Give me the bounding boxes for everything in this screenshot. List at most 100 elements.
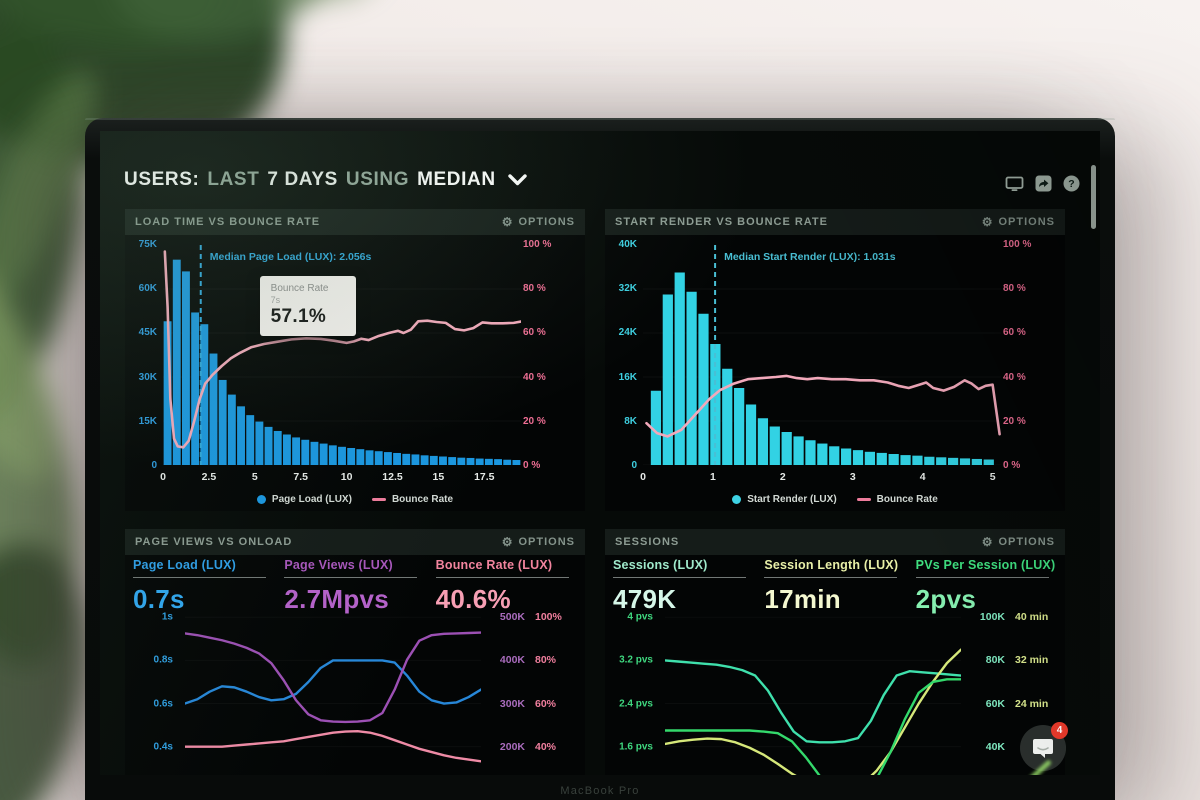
panel-header: SESSIONS ⚙ OPTIONS	[605, 529, 1065, 555]
legend-label: Bounce Rate	[876, 494, 938, 505]
metric-label: Sessions (LUX)	[613, 558, 708, 572]
help-icon[interactable]: ?	[1063, 175, 1080, 197]
y-axis-right: 500K 100% 400K 80% 300K 60% 200K 40%	[485, 611, 585, 775]
options-button[interactable]: ⚙ OPTIONS	[982, 216, 1055, 228]
options-label: OPTIONS	[518, 216, 575, 228]
mini-chart: 4 pvs 3.2 pvs 2.4 pvs 1.6 pvs 100K 40 min 80K…	[605, 611, 1065, 775]
axis-tick-label: 5	[251, 471, 258, 483]
axis-tick-label: 32 min	[1015, 654, 1049, 667]
axis-tick-label: 20 %	[1003, 415, 1026, 427]
gear-icon: ⚙	[501, 215, 514, 229]
axis-tick-label: 2.5	[201, 471, 217, 483]
line-chart-svg	[185, 613, 481, 775]
axis-tick-label: 7.5	[293, 471, 308, 483]
metric-label: Session Length (LUX)	[764, 558, 899, 572]
metric-value: 479K	[613, 584, 677, 614]
gear-icon: ⚙	[981, 535, 994, 549]
metric-value: 2.7Mpvs	[284, 584, 390, 614]
legend: Start Render (LUX) Bounce Rate	[605, 494, 1065, 505]
median-annotation: Median Start Render (LUX): 1.031s	[724, 251, 896, 263]
panel-sessions: SESSIONS ⚙ OPTIONS Sessions (LUX) 479K Ses…	[605, 529, 1065, 775]
histogram-svg	[163, 245, 521, 465]
histogram-plot: Median Page Load (LUX): 2.056s Bounce Ra…	[163, 245, 521, 465]
axis-tick-label: 0.6s	[153, 698, 173, 710]
legend-item: Bounce Rate	[856, 494, 938, 505]
y-axis-right: 100 % 80 % 60 % 40 % 20 % 0 %	[523, 239, 575, 471]
page-title-bar[interactable]: USERS: LAST 7 DAYS USING MEDIAN	[124, 167, 527, 192]
axis-tick-row: 40K	[965, 741, 1063, 753]
panel-start-render-vs-bounce-rate: START RENDER VS BOUNCE RATE ⚙ OPTIONS 40…	[605, 209, 1065, 511]
legend: Page Load (LUX) Bounce Rate	[125, 494, 585, 505]
tooltip-value: 57.1%	[270, 305, 327, 327]
axis-tick-label: 16K	[618, 371, 637, 383]
axis-tick-label: 40K	[985, 740, 1005, 753]
y-axis-right: 100 % 80 % 60 % 40 % 20 % 0 %	[1003, 239, 1055, 471]
panel-header: LOAD TIME VS BOUNCE RATE ⚙ OPTIONS	[125, 209, 585, 235]
axis-tick-label: 75K	[138, 239, 157, 250]
options-button[interactable]: ⚙ OPTIONS	[982, 536, 1055, 548]
display-icon[interactable]	[1005, 176, 1024, 197]
title-segment: LAST	[207, 168, 260, 190]
scrollbar-thumb[interactable]	[1091, 165, 1096, 229]
axis-tick-label: 100K	[979, 611, 1005, 624]
axis-tick-label: 0	[151, 459, 157, 471]
options-button[interactable]: ⚙ OPTIONS	[502, 536, 575, 548]
page-title: USERS: LAST 7 DAYS USING MEDIAN	[124, 169, 496, 191]
axis-tick-label: 200K	[499, 740, 525, 753]
axis-tick-label: 2.4 pvs	[619, 698, 653, 710]
axis-tick-label: 30K	[138, 371, 157, 383]
axis-tick-label: 15	[432, 471, 445, 483]
y-axis-left: 40K 32K 24K 16K 8K 0	[605, 239, 637, 471]
share-icon[interactable]	[1035, 175, 1052, 197]
laptop-bezel-edge	[85, 118, 1115, 120]
metric-value: 17min	[764, 584, 841, 614]
legend-line-marker	[371, 498, 386, 501]
legend-item: Page Load (LUX)	[256, 494, 352, 505]
axis-tick-label: 24 min	[1015, 697, 1049, 710]
axis-tick-label: 40 %	[1003, 371, 1026, 383]
axis-tick-label: 400K	[499, 654, 525, 667]
metric: Bounce Rate (LUX) 40.6%	[435, 558, 577, 615]
y-axis-left: 4 pvs 3.2 pvs 2.4 pvs 1.6 pvs	[605, 611, 661, 775]
axis-tick-label: 0.4s	[153, 741, 173, 753]
title-segment: USING	[345, 168, 410, 190]
axis-tick-row: 500K 100%	[485, 611, 583, 623]
axis-tick-label: 0	[160, 471, 166, 483]
axis-tick-label: 80 %	[523, 283, 546, 295]
line-plot	[665, 613, 961, 775]
panel-title: LOAD TIME VS BOUNCE RATE	[135, 216, 321, 228]
options-button[interactable]: ⚙ OPTIONS	[502, 216, 575, 228]
laptop-brand-text: MacBook Pro	[560, 785, 640, 797]
axis-tick-label: 0	[640, 471, 646, 483]
title-segment: MEDIAN	[417, 168, 496, 190]
axis-tick-label: 0 %	[523, 459, 541, 471]
axis-tick-label: 60K	[138, 283, 157, 295]
axis-tick-label: 12.5	[382, 471, 403, 483]
panel-body: Sessions (LUX) 479K Session Length (LUX) 17…	[605, 555, 1065, 775]
axis-tick-label: 100 %	[1003, 239, 1032, 250]
median-annotation: Median Page Load (LUX): 2.056s	[209, 251, 372, 263]
panel-page-views-vs-onload: PAGE VIEWS VS ONLOAD ⚙ OPTIONS Page Load…	[125, 529, 585, 775]
metric: Session Length (LUX) 17min	[764, 558, 905, 615]
axis-tick-label: 4 pvs	[627, 611, 653, 623]
legend-item: Bounce Rate	[371, 494, 453, 505]
axis-tick-label: 45K	[138, 327, 157, 339]
axis-tick-label: 1	[710, 471, 716, 483]
axis-tick-label: 80%	[535, 654, 557, 667]
panel-body: 40K 32K 24K 16K 8K 0 100 % 80 % 60 % 40 % 20 % 0 %…	[605, 235, 1065, 511]
chat-bubble-icon	[1033, 739, 1053, 758]
histogram-svg	[643, 245, 1001, 465]
axis-tick-label: 3.2 pvs	[619, 654, 653, 666]
axis-tick-label: 80 %	[1003, 283, 1026, 295]
options-label: OPTIONS	[998, 216, 1055, 228]
tooltip-x-value: 7s	[270, 294, 281, 305]
notification-badge: 4	[1051, 722, 1068, 739]
chevron-down-icon[interactable]	[507, 170, 527, 192]
axis-tick-row: 100K 40 min	[965, 611, 1063, 623]
x-axis: 0 2.5 5 7.5 10 12.5 15 17.5	[160, 471, 521, 485]
panel-header: START RENDER VS BOUNCE RATE ⚙ OPTIONS	[605, 209, 1065, 235]
axis-tick-label: 8K	[624, 415, 637, 427]
axis-tick-label: 40 %	[523, 371, 546, 383]
metric: Page Views (LUX) 2.7Mpvs	[284, 558, 425, 615]
line-chart-svg	[665, 613, 961, 775]
